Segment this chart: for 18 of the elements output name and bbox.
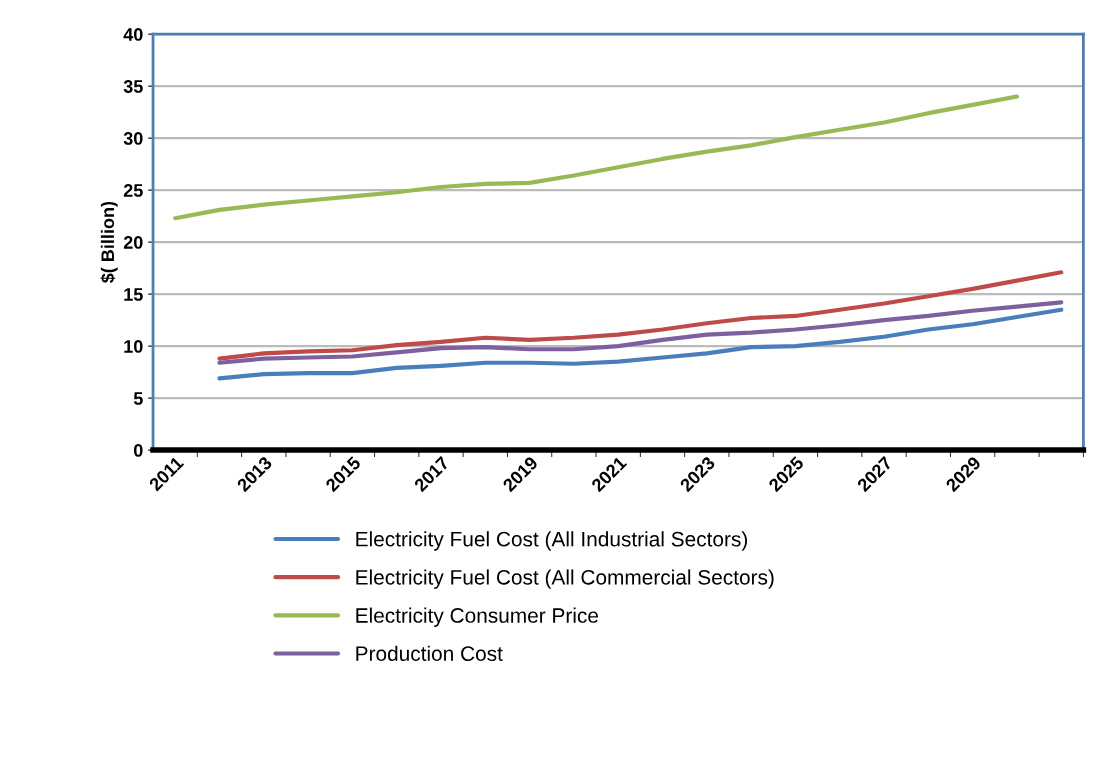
y-tick-label: 30 <box>123 132 143 145</box>
y-axis-title: $( Billion) <box>100 201 118 283</box>
y-tick-label: 35 <box>123 80 143 93</box>
line-series <box>217 300 1064 365</box>
legend-label: Electricity Fuel Cost (All Commercial Sectors) <box>356 569 774 589</box>
legend-label: Electricity Fuel Cost (All Industrial Sectors) <box>356 531 747 551</box>
line-series <box>217 270 1064 361</box>
y-tick-label: 20 <box>123 236 143 249</box>
y-tick-label: 15 <box>124 288 143 301</box>
y-tick-label: 5 <box>133 392 143 405</box>
line-series <box>217 307 1064 381</box>
y-tick-label: 10 <box>124 340 143 353</box>
y-tick-label: 0 <box>133 444 143 457</box>
legend-label: Electricity Consumer Price <box>356 607 599 627</box>
y-tick-label: 25 <box>123 184 143 197</box>
legend-label: Production Cost <box>356 645 503 662</box>
y-tick-label: 40 <box>123 28 143 41</box>
line-series <box>173 94 1020 221</box>
